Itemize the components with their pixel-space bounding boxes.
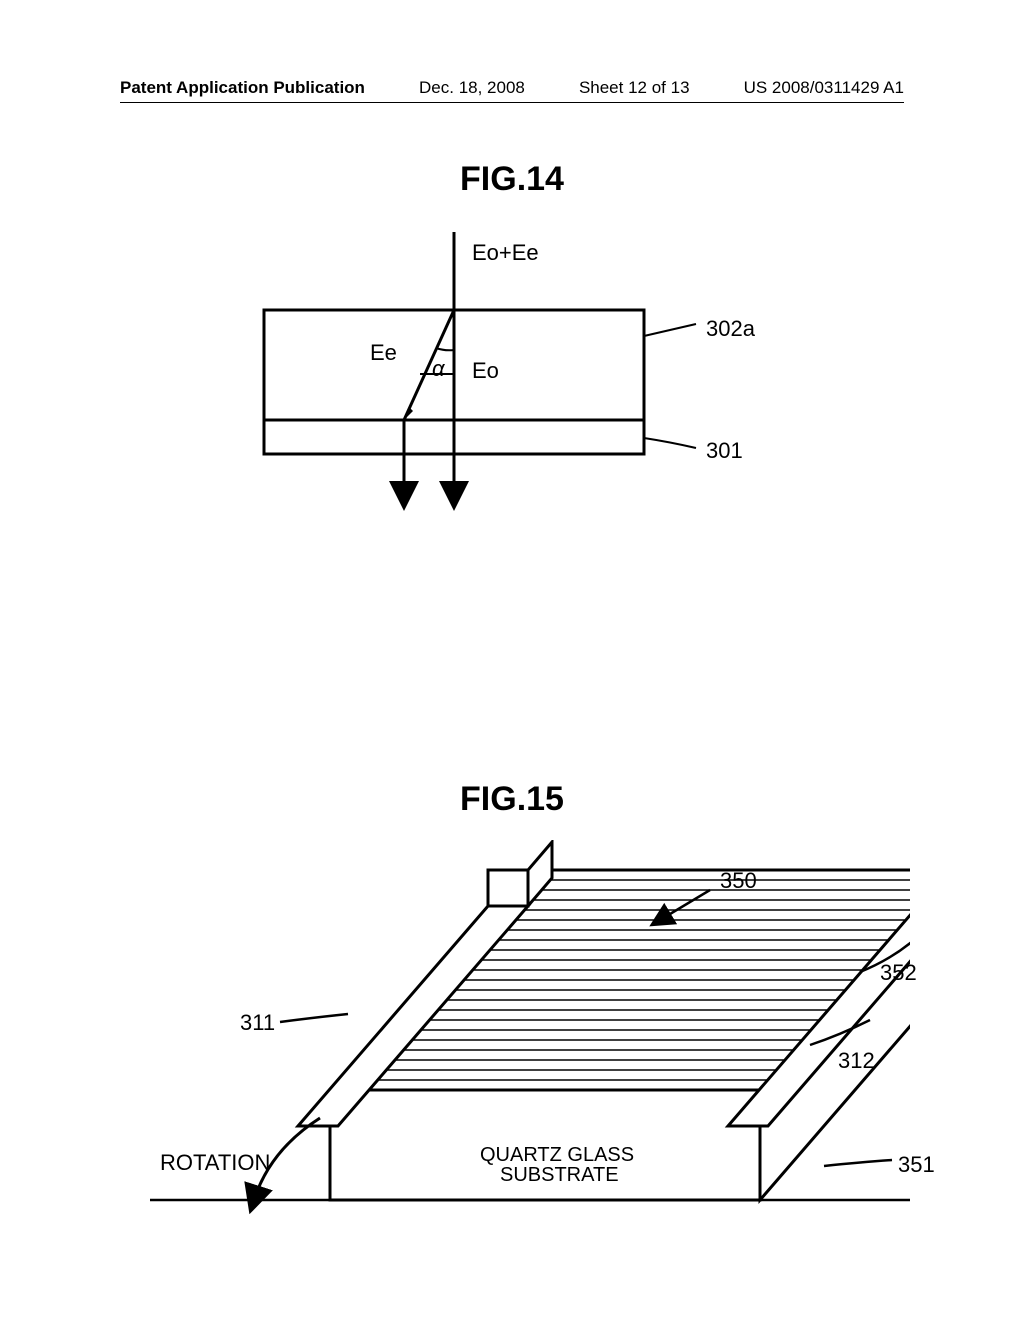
header-sheet: Sheet 12 of 13 bbox=[579, 78, 690, 98]
fig14-ref-301: 301 bbox=[706, 438, 743, 464]
fig15-rotation-label: ROTATION bbox=[160, 1150, 270, 1176]
fig14-ref-302a: 302a bbox=[706, 316, 755, 342]
header-rule bbox=[120, 102, 904, 103]
fig14-diagram bbox=[210, 220, 810, 540]
fig15-ref-311: 311 bbox=[240, 1010, 275, 1036]
fig15-ref-312: 312 bbox=[838, 1048, 875, 1074]
page: Patent Application Publication Dec. 18, … bbox=[0, 0, 1024, 1320]
fig15-ref-352: 352 bbox=[880, 960, 917, 986]
header-publication: Patent Application Publication bbox=[120, 78, 365, 98]
fig15-ref-350: 350 bbox=[720, 868, 757, 894]
fig15-ref-351: 351 bbox=[898, 1152, 935, 1178]
fig14-label-eo: Eo bbox=[472, 358, 499, 384]
fig15-title: FIG.15 bbox=[412, 780, 612, 819]
fig15-substrate-l2: SUBSTRATE bbox=[500, 1164, 619, 1187]
fig14-label-sum: Eo+Ee bbox=[472, 240, 539, 266]
header-appnum: US 2008/0311429 A1 bbox=[744, 78, 904, 98]
header-date: Dec. 18, 2008 bbox=[419, 78, 525, 98]
fig14-label-alpha: α bbox=[432, 356, 445, 382]
fig14-label-ee: Ee bbox=[370, 340, 397, 366]
page-header: Patent Application Publication Dec. 18, … bbox=[120, 78, 904, 98]
fig15-diagram bbox=[150, 840, 910, 1260]
fig14-title: FIG.14 bbox=[412, 160, 612, 199]
